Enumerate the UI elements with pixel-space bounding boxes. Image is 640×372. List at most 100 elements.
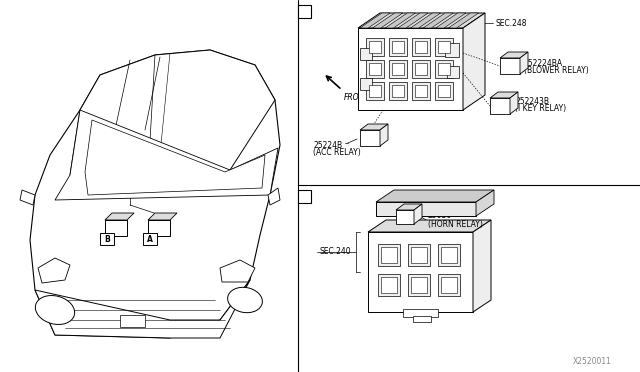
Bar <box>381 247 397 263</box>
Text: SEC.248: SEC.248 <box>495 19 527 28</box>
Polygon shape <box>20 190 35 205</box>
Polygon shape <box>520 52 528 74</box>
Text: (I KEY RELAY): (I KEY RELAY) <box>515 105 566 113</box>
Bar <box>445 43 459 57</box>
Text: 252224BA: 252224BA <box>524 58 563 67</box>
Polygon shape <box>490 92 518 98</box>
Polygon shape <box>358 13 485 28</box>
Bar <box>120 315 145 327</box>
Bar <box>389 82 407 100</box>
Polygon shape <box>510 92 518 114</box>
Bar <box>100 233 114 245</box>
Polygon shape <box>360 124 388 130</box>
Polygon shape <box>55 110 278 200</box>
Polygon shape <box>449 13 479 28</box>
Polygon shape <box>473 220 491 312</box>
Bar <box>441 247 457 263</box>
Text: (ACC RELAY): (ACC RELAY) <box>313 148 361 157</box>
Bar <box>408 244 430 266</box>
Bar <box>360 48 372 60</box>
Bar <box>389 60 407 78</box>
Text: A: A <box>301 7 308 16</box>
Bar <box>438 63 450 75</box>
Bar <box>438 274 460 296</box>
Polygon shape <box>436 13 466 28</box>
Bar <box>392 85 404 97</box>
Bar <box>366 82 384 100</box>
Bar <box>298 190 311 203</box>
Polygon shape <box>220 260 255 282</box>
Bar <box>369 63 381 75</box>
Polygon shape <box>376 190 494 202</box>
Bar <box>412 82 430 100</box>
Ellipse shape <box>35 295 75 324</box>
Polygon shape <box>398 13 428 28</box>
Text: (BLOWER RELAY): (BLOWER RELAY) <box>524 67 589 76</box>
Bar <box>360 78 372 90</box>
Polygon shape <box>396 204 422 210</box>
Text: 25630: 25630 <box>428 212 452 221</box>
Bar <box>441 277 457 293</box>
Polygon shape <box>476 190 494 216</box>
Bar <box>368 232 473 312</box>
Text: A: A <box>147 234 153 244</box>
Polygon shape <box>85 120 265 195</box>
Bar <box>396 210 414 224</box>
Polygon shape <box>105 213 134 220</box>
Bar <box>360 130 380 146</box>
Polygon shape <box>368 220 491 232</box>
Bar <box>392 41 404 53</box>
Text: FRONT: FRONT <box>344 93 370 102</box>
Bar <box>415 41 427 53</box>
Bar <box>435 82 453 100</box>
Polygon shape <box>30 50 280 338</box>
Text: X2520011: X2520011 <box>573 357 612 366</box>
Bar <box>366 60 384 78</box>
Bar <box>490 98 510 114</box>
Bar <box>408 274 430 296</box>
Bar <box>411 277 427 293</box>
Bar <box>447 66 459 78</box>
Polygon shape <box>372 13 403 28</box>
Bar <box>389 38 407 56</box>
Polygon shape <box>360 13 390 28</box>
Polygon shape <box>385 13 415 28</box>
Ellipse shape <box>228 287 262 313</box>
Bar <box>376 202 476 216</box>
Bar <box>411 247 427 263</box>
Polygon shape <box>380 124 388 146</box>
Bar <box>369 41 381 53</box>
Bar <box>378 274 400 296</box>
Bar <box>413 316 431 322</box>
Bar <box>412 38 430 56</box>
Text: B: B <box>104 234 110 244</box>
Polygon shape <box>463 13 485 110</box>
Bar <box>403 309 438 317</box>
Text: (HORN RELAY): (HORN RELAY) <box>428 219 483 228</box>
Bar <box>105 220 127 236</box>
Text: B: B <box>301 192 308 201</box>
Bar <box>438 244 460 266</box>
Bar <box>366 38 384 56</box>
Polygon shape <box>70 50 275 175</box>
Polygon shape <box>423 13 453 28</box>
Polygon shape <box>414 204 422 224</box>
Text: SEC.240: SEC.240 <box>319 247 351 257</box>
Text: 252243B: 252243B <box>515 96 549 106</box>
Bar <box>378 244 400 266</box>
Bar <box>438 85 450 97</box>
Bar <box>143 233 157 245</box>
Text: 25224B: 25224B <box>313 141 342 150</box>
Polygon shape <box>35 280 250 338</box>
Bar <box>298 5 311 18</box>
Bar <box>435 38 453 56</box>
Bar <box>148 220 170 236</box>
Polygon shape <box>500 52 528 58</box>
Bar <box>369 85 381 97</box>
Bar <box>500 58 520 74</box>
Bar <box>381 277 397 293</box>
Bar <box>415 85 427 97</box>
Polygon shape <box>38 258 70 283</box>
Bar <box>392 63 404 75</box>
Bar <box>358 28 463 110</box>
